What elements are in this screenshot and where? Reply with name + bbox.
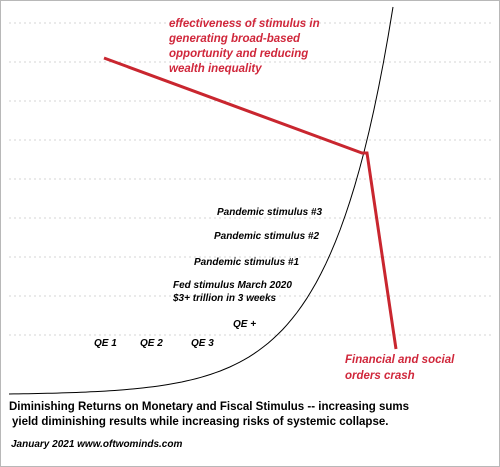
caption-line2: yield diminishing results while increasi… [12, 415, 389, 428]
label-qe2: QE 2 [140, 338, 163, 349]
figure-caption: Diminishing Returns on Monetary and Fisc… [9, 400, 493, 429]
exponential-curve [8, 6, 394, 395]
effectiveness-text-line4: wealth inequality [169, 63, 262, 75]
label-fed-line1: Fed stimulus March 2020 [173, 280, 292, 291]
label-qe1: QE 1 [94, 338, 117, 349]
effectiveness-text-line3: opportunity and reducing [169, 48, 308, 60]
label-pandemic3: Pandemic stimulus #3 [217, 207, 322, 218]
label-qe3: QE 3 [191, 338, 214, 349]
effectiveness-text-line2: generating broad-based [168, 33, 301, 45]
grid-lines [9, 22, 491, 336]
effectiveness-line [103, 56, 398, 350]
label-fed-line2: $3+ trillion in 3 weeks [172, 293, 277, 304]
effectiveness-text-line1: effectiveness of stimulus in [169, 18, 320, 30]
chart-svg: QE 1 QE 2 QE 3 QE + Fed stimulus March 2… [8, 6, 491, 395]
label-pandemic1: Pandemic stimulus #1 [194, 257, 299, 268]
label-qe-plus: QE + [233, 319, 256, 330]
label-pandemic2: Pandemic stimulus #2 [214, 231, 319, 242]
crash-text-line2: orders crash [345, 370, 415, 382]
credit-line: January 2021 www.oftwominds.com [11, 439, 183, 450]
crash-text-line1: Financial and social [345, 354, 455, 366]
caption-line1: Diminishing Returns on Monetary and Fisc… [9, 401, 410, 413]
